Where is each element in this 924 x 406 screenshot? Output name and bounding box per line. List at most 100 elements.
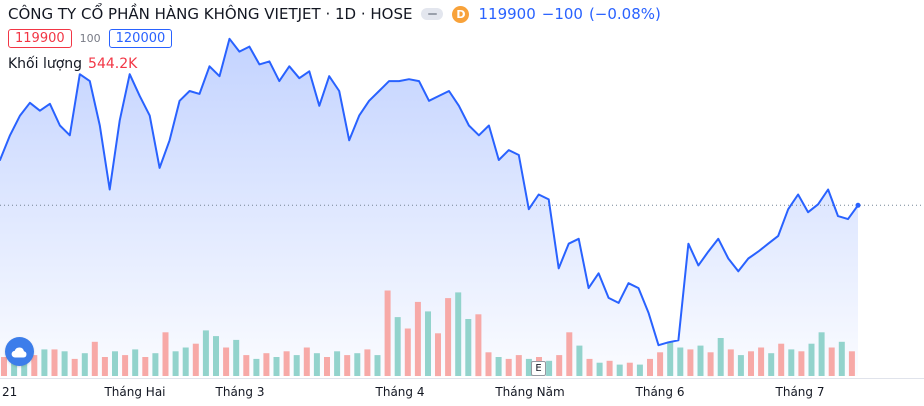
volume-bar: [101, 357, 108, 376]
volume-bar: [677, 347, 684, 376]
volume-bar: [616, 364, 623, 376]
volume-bar: [182, 347, 189, 376]
volume-bar: [768, 353, 775, 376]
volume-bar: [697, 345, 704, 376]
volume-bar: [91, 341, 98, 376]
volume-bar: [445, 298, 452, 376]
volume-bar: [828, 347, 835, 376]
volume-bar: [636, 364, 643, 376]
price-chart-canvas[interactable]: [0, 0, 924, 378]
volume-bar: [313, 353, 320, 376]
x-axis-label: Tháng 6: [635, 385, 685, 399]
last-price: 119900: [478, 5, 536, 23]
volume-bar: [112, 351, 118, 376]
volume-bar: [303, 347, 310, 376]
volume-bar: [334, 351, 341, 376]
volume-bar: [404, 328, 411, 376]
symbol-title[interactable]: CÔNG TY CỔ PHẦN HÀNG KHÔNG VIETJET · 1D …: [8, 5, 413, 23]
volume-bar: [71, 358, 78, 376]
volume-bar: [425, 311, 431, 376]
cloud-sync-button[interactable]: [5, 337, 34, 366]
x-axis-label: 21: [2, 385, 18, 399]
volume-bar: [475, 314, 482, 377]
volume-bar: [414, 301, 421, 376]
volume-bar: [667, 341, 674, 376]
volume-bar: [546, 360, 553, 376]
volume-bar: [152, 353, 159, 376]
price-line: [0, 37, 859, 347]
volume-bar: [162, 332, 169, 376]
volume-bar: [192, 343, 199, 376]
last-price-group: 119900 −100 (−0.08%): [478, 5, 660, 23]
volume-bar: [253, 358, 260, 376]
ask-button[interactable]: 120000: [108, 29, 173, 48]
volume-bar: [556, 355, 563, 376]
volume-bar: [778, 343, 785, 376]
symbol-header: CÔNG TY CỔ PHẦN HÀNG KHÔNG VIETJET · 1D …: [8, 5, 661, 23]
x-axis-label: Tháng Hai: [104, 385, 166, 399]
volume-bar: [758, 347, 765, 376]
volume-bar: [707, 352, 714, 377]
volume-bar: [485, 352, 492, 377]
volume-bar: [132, 349, 139, 376]
volume-bar: [626, 362, 633, 376]
volume-bar: [606, 360, 613, 376]
x-axis-label: Tháng Năm: [495, 385, 565, 399]
x-axis-label: Tháng 3: [215, 385, 265, 399]
volume-row: Khối lượng 544.2K: [8, 56, 137, 72]
volume-bar: [737, 355, 744, 376]
earnings-marker[interactable]: E: [531, 361, 546, 376]
volume-bar: [657, 352, 664, 377]
dash-icon: [427, 13, 437, 15]
volume-bar: [51, 349, 58, 376]
volume-bar: [505, 358, 512, 376]
volume-bar: [213, 336, 219, 376]
volume-bar: [364, 349, 371, 376]
volume-bar: [727, 349, 734, 376]
volume-bar: [41, 349, 48, 376]
volume-bar: [596, 362, 603, 376]
market-status-icon: [421, 8, 444, 20]
volume-bar: [748, 351, 754, 376]
price-change-pct: (−0.08%): [588, 5, 661, 23]
area-fill: [0, 38, 858, 377]
volume-bar: [81, 353, 88, 376]
volume-bar: [354, 353, 361, 376]
volume-bar: [465, 319, 472, 376]
volume-bar: [435, 333, 441, 377]
volume-bar: [687, 349, 694, 376]
volume-bar: [202, 330, 209, 376]
price-change: −100: [541, 5, 583, 23]
last-price-dot: [855, 202, 861, 208]
volume-bar: [293, 355, 300, 376]
bid-button[interactable]: 119900: [8, 29, 72, 48]
volume-bar: [818, 332, 825, 376]
volume-bar: [324, 357, 330, 376]
volume-bar: [223, 347, 230, 376]
delayed-data-badge[interactable]: D: [452, 5, 470, 23]
x-axis-scale[interactable]: 21 Tháng Hai Tháng 3 Tháng 4 Tháng Năm Tháng …: [0, 378, 924, 406]
volume-bar: [31, 355, 38, 376]
volume-bar: [243, 355, 250, 376]
volume-bar: [273, 357, 280, 376]
volume-bar: [808, 343, 815, 376]
volume-bar: [717, 338, 724, 376]
volume-bar: [576, 345, 583, 376]
volume-bar: [455, 292, 462, 376]
volume-bar: [344, 355, 351, 376]
volume-bar: [566, 332, 573, 376]
volume-bar: [374, 355, 381, 376]
volume-bar: [233, 339, 240, 376]
volume-bar: [172, 351, 179, 376]
volume-bar: [384, 290, 391, 376]
volume-value: 544.2K: [88, 56, 138, 72]
volume-bar: [283, 351, 290, 376]
volume-bar: [788, 349, 795, 376]
bid-ask-row: 119900 100 120000: [8, 29, 173, 48]
volume-bar: [495, 357, 502, 376]
volume-bar: [394, 317, 401, 376]
x-axis-label: Tháng 7: [775, 385, 825, 399]
volume-bar: [61, 351, 68, 376]
spread-value: 100: [79, 32, 101, 45]
